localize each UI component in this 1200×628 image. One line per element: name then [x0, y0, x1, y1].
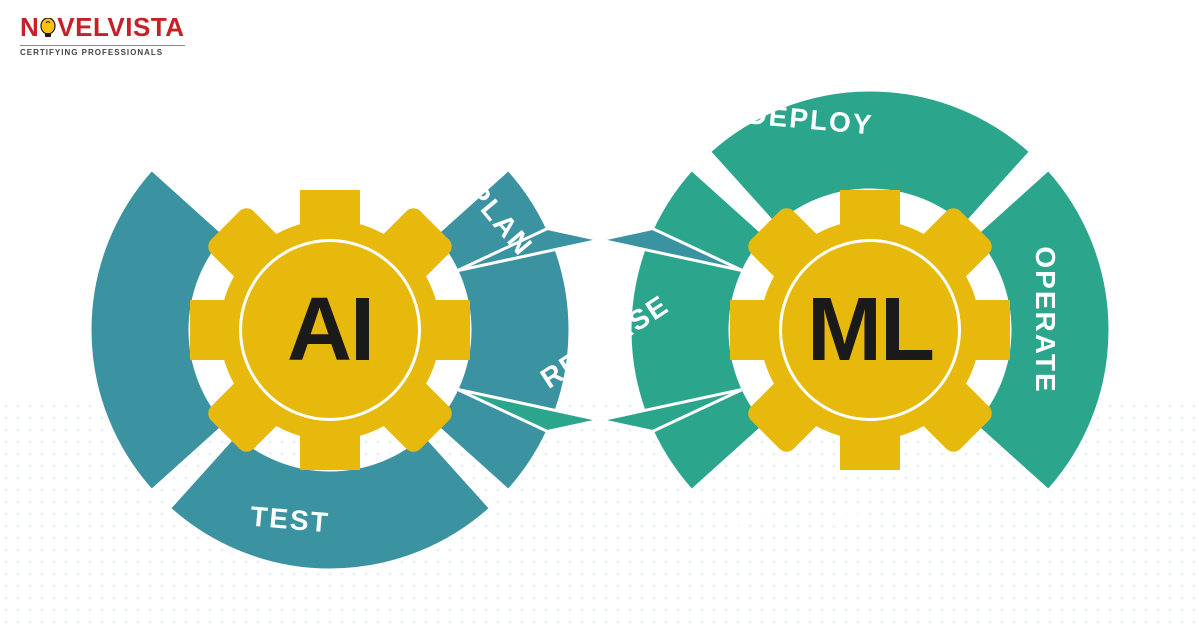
logo-wordmark: N VELVISTA — [20, 12, 185, 43]
segment-label-operate: OPERATE — [1029, 246, 1061, 393]
segment-label-build: BUILD — [64, 272, 96, 368]
logo-text-rest: VELVISTA — [57, 12, 184, 43]
lightbulb-icon — [40, 18, 56, 38]
gear-ml: ML — [730, 190, 1010, 470]
left-loop-ai: AI CODEBUILDTEST — [90, 90, 570, 570]
logo-text-n: N — [20, 12, 39, 43]
segment-label-test: TEST — [249, 501, 331, 540]
gear-ai: AI — [190, 190, 470, 470]
gear-ml-inner-ring — [779, 239, 961, 421]
gear-ai-inner-ring — [239, 239, 421, 421]
right-loop-ml: ML DEPLOYOPERATEMONITOR — [630, 90, 1110, 570]
devops-infinity-diagram: AI CODEBUILDTEST ML DEPLOYOPERATEMONITOR… — [50, 50, 1150, 610]
